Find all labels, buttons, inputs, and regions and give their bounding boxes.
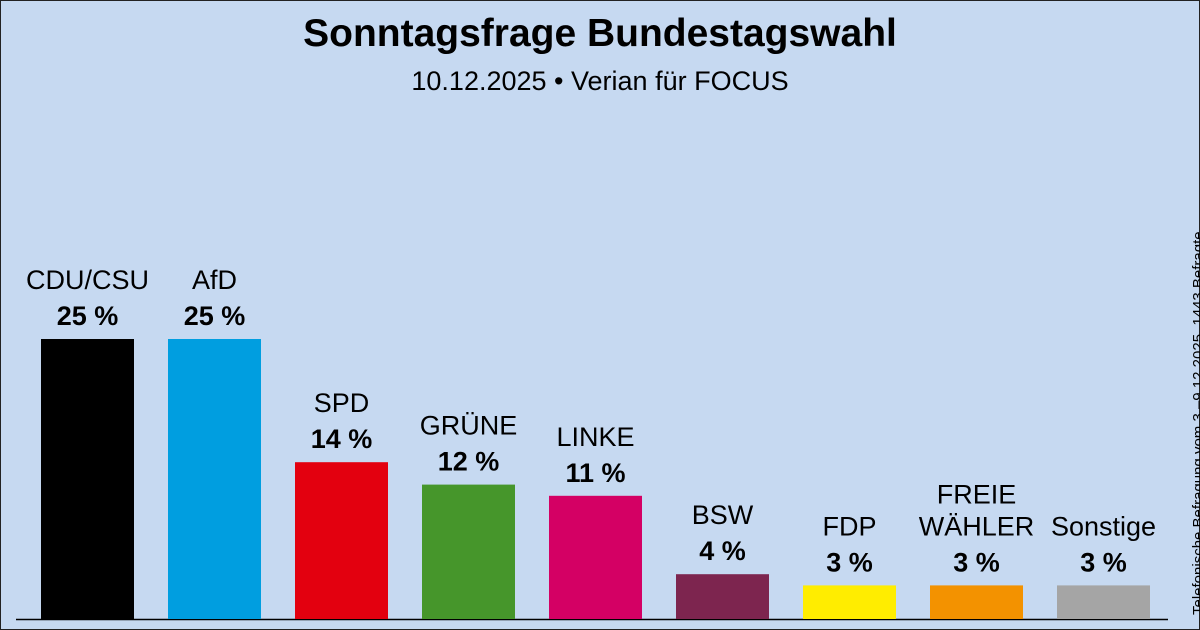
- bar-category-label: FDP: [823, 511, 877, 541]
- bar: [168, 339, 261, 619]
- bar: [422, 484, 515, 619]
- bar: [676, 574, 769, 619]
- bar-value-label: 25 %: [57, 301, 119, 331]
- bar-value-label: 12 %: [438, 447, 500, 477]
- bar-value-label: 11 %: [565, 458, 625, 488]
- bar-value-label: 3 %: [1080, 547, 1127, 577]
- bar: [1057, 585, 1150, 619]
- bar-value-label: 3 %: [826, 547, 873, 577]
- bar-value-label: 14 %: [311, 424, 373, 454]
- bar-value-label: 3 %: [953, 547, 1000, 577]
- bar-category-label: FREIE: [937, 479, 1017, 509]
- chart-title: Sonntagsfrage Bundestagswahl: [303, 12, 897, 55]
- bar-category-label: LINKE: [556, 422, 634, 452]
- bar-category-label: WÄHLER: [919, 511, 1035, 541]
- subtitle-date: 10.12.2025: [411, 66, 547, 96]
- subtitle-source: Verian für FOCUS: [571, 66, 789, 96]
- bar: [803, 585, 896, 619]
- bar-category-label: SPD: [314, 388, 370, 418]
- bar-category-label: BSW: [692, 500, 754, 530]
- bar-category-label: GRÜNE: [420, 411, 518, 441]
- bar-value-label: 25 %: [184, 301, 246, 331]
- bar: [930, 585, 1023, 619]
- bar-category-label: Sonstige: [1051, 511, 1156, 541]
- bar-value-label: 4 %: [699, 536, 746, 566]
- bar: [295, 462, 388, 619]
- chart-subtitle: 10.12.2025 • Verian für FOCUS: [0, 66, 1200, 97]
- bar-category-label: CDU/CSU: [26, 265, 149, 295]
- bar: [41, 339, 134, 619]
- subtitle-separator: •: [554, 66, 564, 96]
- bar: [549, 495, 642, 619]
- bar-category-label: AfD: [192, 265, 237, 295]
